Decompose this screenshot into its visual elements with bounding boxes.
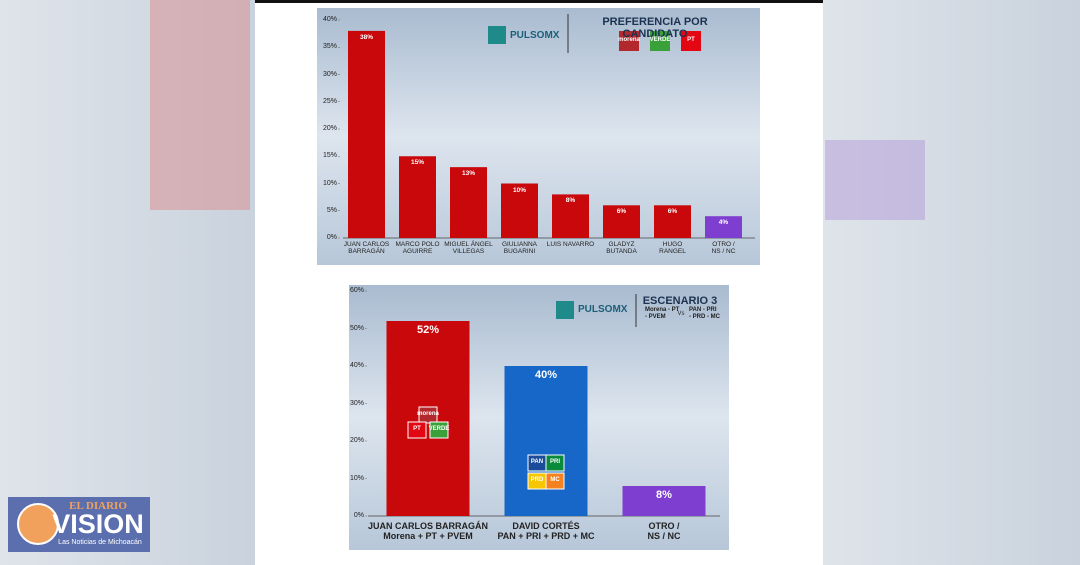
party-logo	[545, 472, 565, 490]
party-logo	[429, 421, 449, 439]
y-tick-label: 0%	[326, 234, 337, 241]
versus: Vs	[677, 311, 685, 317]
bar	[705, 216, 742, 238]
scenario-right: PAN - PRI - PRD - MC	[689, 307, 720, 320]
publisher-name: VISION	[52, 509, 144, 539]
y-tick-label: 50%	[349, 324, 364, 332]
value-label: 8%	[656, 489, 672, 501]
party-logo	[418, 406, 438, 424]
x-tick-label: LUIS NAVARRO	[546, 241, 595, 248]
value-label: 10%	[512, 186, 526, 194]
value-label: 52%	[416, 324, 440, 336]
party-logo-text: PT	[413, 426, 421, 432]
brand: PULSOMX	[510, 30, 560, 41]
y-tick-label: 10%	[349, 474, 364, 482]
x-tick-label: DAVID CORTÉS PAN + PRI + PRD + MC	[497, 521, 595, 541]
party-logo-text: MC	[550, 477, 560, 483]
bar	[504, 366, 588, 516]
party-logo	[545, 454, 565, 472]
blurred-bar	[150, 0, 250, 210]
top-edge	[255, 0, 823, 3]
x-tick-label: OTRO / NS / NC	[647, 521, 681, 541]
party-logo	[407, 421, 427, 439]
party-logo-text: morena	[417, 411, 439, 417]
x-tick-label: OTRO / NS / NC	[711, 241, 736, 256]
x-tick-label: GLADYZ BUTANDA	[606, 241, 637, 256]
y-tick-label: 10%	[322, 179, 337, 187]
brand-icon	[556, 301, 574, 319]
chart-title: ESCENARIO 3	[642, 295, 718, 307]
value-label: 8%	[565, 197, 576, 205]
publisher-tagline: Las Noticias de Michoacán	[58, 539, 142, 546]
x-tick-label: JUAN CARLOS BARRAGÁN Morena + PT + PVEM	[367, 521, 488, 541]
publisher-top: EL DIARIO	[69, 500, 127, 512]
party-logo-text: VERDE	[428, 426, 450, 432]
party-logo-text: PRI	[549, 459, 560, 465]
bar	[622, 486, 706, 516]
y-tick-label: 15%	[322, 152, 337, 160]
publisher-icon	[17, 503, 59, 545]
bar	[348, 30, 385, 239]
party-logo-text: PRD	[530, 477, 544, 483]
party-logo	[650, 31, 670, 51]
bar	[654, 205, 691, 238]
y-tick-label: 30%	[322, 70, 337, 78]
value-label: 15%	[410, 159, 424, 167]
x-tick-label: JUAN CARLOS BARRAGÁN	[343, 241, 390, 256]
bar	[552, 194, 589, 238]
y-tick-label: 35%	[322, 43, 337, 51]
party-logo-text: morena	[618, 37, 640, 43]
brand-icon	[488, 26, 506, 44]
brand: PULSOMX	[578, 304, 628, 315]
blurred-bg	[823, 0, 1080, 565]
y-tick-label: 20%	[322, 125, 337, 132]
y-tick-label: 5%	[326, 206, 337, 214]
y-tick-label: 20%	[349, 437, 364, 444]
y-tick-label: 30%	[349, 399, 364, 407]
y-tick-label: 40%	[349, 362, 364, 369]
party-logo-text: PT	[687, 37, 695, 43]
y-tick-label: 0%	[353, 512, 364, 519]
value-label: 13%	[461, 170, 475, 178]
y-tick-label: 25%	[322, 97, 337, 105]
value-label: 4%	[718, 219, 729, 227]
chart-title: PREFERENCIA POR CANDIDATO	[602, 16, 708, 41]
bar	[501, 183, 538, 238]
x-tick-label: MIGUEL ÁNGEL VILLEGAS	[444, 241, 493, 256]
bar	[603, 205, 640, 238]
bar	[450, 167, 487, 238]
party-logo	[619, 31, 639, 51]
value-label: 38%	[359, 33, 373, 41]
value-label: 6%	[667, 208, 678, 216]
y-tick-label: 40%	[322, 16, 337, 23]
party-logo	[681, 31, 701, 51]
blurred-bar	[825, 140, 925, 220]
party-logo-text: VERDE	[649, 37, 671, 43]
x-tick-label: GIULIANNA BUGARINI	[501, 241, 538, 256]
bar	[399, 156, 436, 238]
value-label: 40%	[534, 369, 558, 381]
scenario-left: Morena - PT - PVEM	[645, 307, 680, 320]
x-tick-label: MARCO POLO AGUIRRE	[395, 241, 440, 256]
x-tick-label: HUGO RANGEL	[659, 241, 686, 256]
party-logo-text: PAN	[530, 459, 544, 465]
y-tick-label: 60%	[349, 287, 364, 294]
value-label: 6%	[616, 208, 627, 216]
